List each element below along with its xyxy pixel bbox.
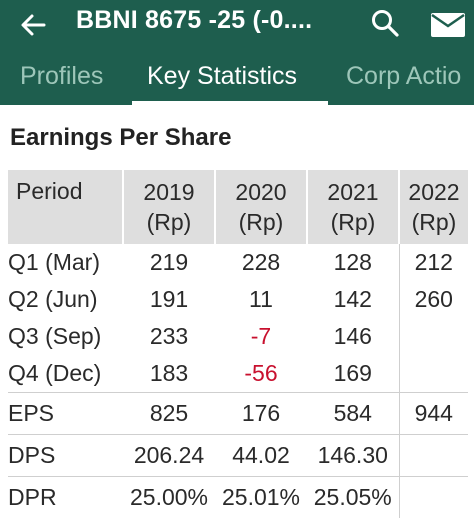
row-label: Q2 (Jun) [8, 286, 98, 312]
tab-corp-action[interactable]: Corp Actio [346, 62, 462, 90]
column-unit: (Rp) [238, 209, 284, 235]
app-bar: BBNI 8675 -25 (-0.... Profiles Key Stati… [0, 0, 474, 105]
row-label: Q1 (Mar) [8, 249, 100, 275]
column-year: 2021 [327, 179, 379, 205]
tab-profiles[interactable]: Profiles [20, 62, 104, 90]
table-cell: 25.00% [123, 476, 215, 518]
table-cell: 176 [215, 392, 307, 435]
table-cell: 260 [414, 286, 453, 312]
column-header: 2021 (Rp) [307, 170, 400, 244]
table-cell: 212 [414, 249, 453, 275]
column-unit: (Rp) [411, 209, 457, 235]
arrow-left-icon[interactable] [18, 10, 48, 40]
column-header: 2020 (Rp) [215, 170, 308, 244]
search-icon[interactable] [370, 8, 400, 38]
table-cell: 146 [307, 318, 400, 355]
table-cell [399, 355, 468, 393]
table-cell: 228 [241, 249, 281, 275]
column-header: 2022 (Rp) [399, 170, 468, 244]
table-cell [399, 434, 468, 477]
table-row: Q2 (Jun) 191 11 142 260 [8, 281, 468, 318]
column-year: 2022 [408, 179, 460, 205]
table-header-row: Period 2019 (Rp) 2020 (Rp) 2021 (Rp) 2022 (R… [8, 170, 468, 244]
table-cell: 191 [149, 286, 189, 312]
table-cell: 128 [307, 244, 400, 281]
table-cell: 825 [123, 392, 215, 435]
table-cell-negative: -7 [250, 323, 272, 349]
table-cell [399, 318, 468, 355]
row-label: DPR [8, 476, 123, 518]
active-tab-indicator [132, 101, 328, 105]
toolbar: BBNI 8675 -25 (-0.... [0, 0, 474, 50]
table-row-dps: DPS 206.24 44.02 146.30 [8, 434, 468, 477]
column-header: 2019 (Rp) [123, 170, 216, 244]
table-cell: 206.24 [123, 434, 215, 477]
table-cell: 233 [149, 323, 189, 349]
column-year: 2020 [235, 179, 287, 205]
tab-bar: Profiles Key Statistics Corp Actio [0, 50, 474, 105]
table-cell: 183 [149, 360, 189, 386]
table-row: Q4 (Dec) 183 -56 169 [8, 355, 468, 393]
table-cell: 25.01% [215, 476, 307, 518]
column-year: 2019 [143, 179, 195, 205]
table-cell: 11 [249, 286, 273, 312]
period-header: Period [8, 170, 124, 244]
eps-table: Period 2019 (Rp) 2020 (Rp) 2021 (Rp) 2022 (R… [8, 170, 468, 518]
table-row: Q3 (Sep) 233 -7 146 [8, 318, 468, 355]
mail-icon[interactable] [430, 12, 466, 38]
column-unit: (Rp) [330, 209, 376, 235]
table-cell: 219 [149, 249, 189, 275]
row-label: Q4 (Dec) [8, 360, 102, 386]
table-cell: 146.30 [307, 434, 400, 477]
row-label: Q3 (Sep) [8, 323, 102, 349]
column-unit: (Rp) [146, 209, 192, 235]
table-row-dpr: DPR 25.00% 25.01% 25.05% [8, 476, 468, 518]
table-cell: 44.02 [215, 434, 307, 477]
table-cell [399, 476, 468, 518]
table-cell: 944 [399, 392, 468, 435]
section-title: Earnings Per Share [10, 124, 232, 151]
table-cell: 142 [307, 281, 400, 318]
table-cell: 584 [307, 392, 400, 435]
row-label: EPS [8, 392, 123, 435]
table-row: Q1 (Mar) 219 228 128 212 [8, 244, 468, 281]
table-row-eps: EPS 825 176 584 944 [8, 392, 468, 435]
table-cell-negative: -56 [244, 360, 278, 386]
row-label: DPS [8, 434, 123, 477]
page-title: BBNI 8675 -25 (-0.... [76, 6, 313, 34]
table-cell: 25.05% [307, 476, 400, 518]
table-cell: 169 [307, 355, 400, 393]
tab-key-statistics[interactable]: Key Statistics [147, 62, 298, 90]
